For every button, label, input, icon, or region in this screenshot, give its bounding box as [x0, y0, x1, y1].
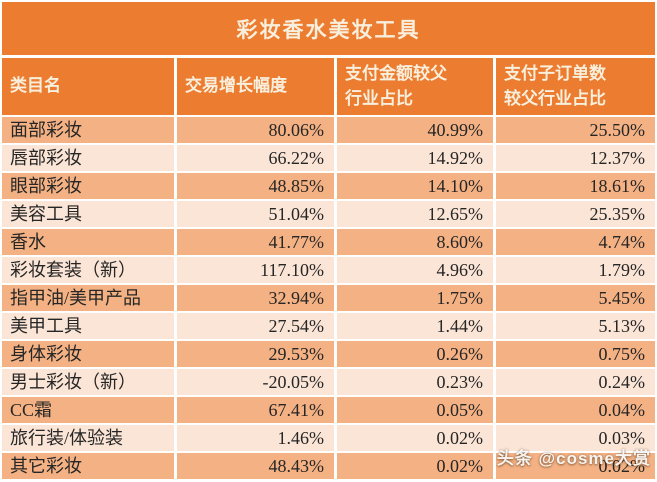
- category-cell: 旅行装/体验装: [2, 425, 174, 451]
- category-cell: 彩妆套装（新）: [2, 257, 174, 283]
- value-cell: 29.53%: [177, 341, 334, 367]
- value-cell: 1.46%: [177, 425, 334, 451]
- category-cell: 面部彩妆: [2, 117, 174, 143]
- value-cell: 40.99%: [337, 117, 493, 143]
- value-cell: 0.75%: [496, 341, 655, 367]
- value-cell: 14.92%: [337, 145, 493, 171]
- value-cell: 0.26%: [337, 341, 493, 367]
- value-cell: 66.22%: [177, 145, 334, 171]
- category-cell: 美容工具: [2, 201, 174, 227]
- value-cell: 48.43%: [177, 453, 334, 479]
- value-cell: 25.35%: [496, 201, 655, 227]
- value-cell: 5.45%: [496, 285, 655, 311]
- category-cell: 香水: [2, 229, 174, 255]
- value-cell: 1.75%: [337, 285, 493, 311]
- value-cell: 1.79%: [496, 257, 655, 283]
- value-cell: 0.03%: [496, 425, 655, 451]
- header-payment-amount-share: 支付金额较父 行业占比: [337, 58, 493, 115]
- header-suborder-count-share: 支付子订单数 较父行业占比: [496, 58, 655, 115]
- value-cell: 48.85%: [177, 173, 334, 199]
- value-cell: 51.04%: [177, 201, 334, 227]
- value-cell: -20.05%: [177, 369, 334, 395]
- header-transaction-growth: 交易增长幅度: [177, 58, 334, 115]
- value-cell: 25.50%: [496, 117, 655, 143]
- category-cell: 唇部彩妆: [2, 145, 174, 171]
- value-cell: 41.77%: [177, 229, 334, 255]
- value-cell: 0.23%: [337, 369, 493, 395]
- value-cell: 80.06%: [177, 117, 334, 143]
- category-cell: 身体彩妆: [2, 341, 174, 367]
- category-cell: 男士彩妆（新）: [2, 369, 174, 395]
- value-cell: 12.65%: [337, 201, 493, 227]
- value-cell: 0.24%: [496, 369, 655, 395]
- header-category-name: 类目名: [2, 58, 174, 115]
- value-cell: 18.61%: [496, 173, 655, 199]
- value-cell: 0.05%: [337, 397, 493, 423]
- value-cell: 4.96%: [337, 257, 493, 283]
- table-title: 彩妆香水美妆工具: [2, 2, 655, 55]
- value-cell: 0.02%: [496, 453, 655, 479]
- category-cell: CC霜: [2, 397, 174, 423]
- value-cell: 14.10%: [337, 173, 493, 199]
- value-cell: 0.04%: [496, 397, 655, 423]
- value-cell: 27.54%: [177, 313, 334, 339]
- value-cell: 8.60%: [337, 229, 493, 255]
- value-cell: 67.41%: [177, 397, 334, 423]
- value-cell: 12.37%: [496, 145, 655, 171]
- value-cell: 0.02%: [337, 453, 493, 479]
- value-cell: 1.44%: [337, 313, 493, 339]
- value-cell: 117.10%: [177, 257, 334, 283]
- value-cell: 0.02%: [337, 425, 493, 451]
- value-cell: 5.13%: [496, 313, 655, 339]
- category-cell: 指甲油/美甲产品: [2, 285, 174, 311]
- category-table: 类目名 交易增长幅度 支付金额较父 行业占比 支付子订单数 较父行业占比 面部彩…: [2, 58, 655, 479]
- category-cell: 其它彩妆: [2, 453, 174, 479]
- category-cell: 眼部彩妆: [2, 173, 174, 199]
- category-cell: 美甲工具: [2, 313, 174, 339]
- value-cell: 32.94%: [177, 285, 334, 311]
- value-cell: 4.74%: [496, 229, 655, 255]
